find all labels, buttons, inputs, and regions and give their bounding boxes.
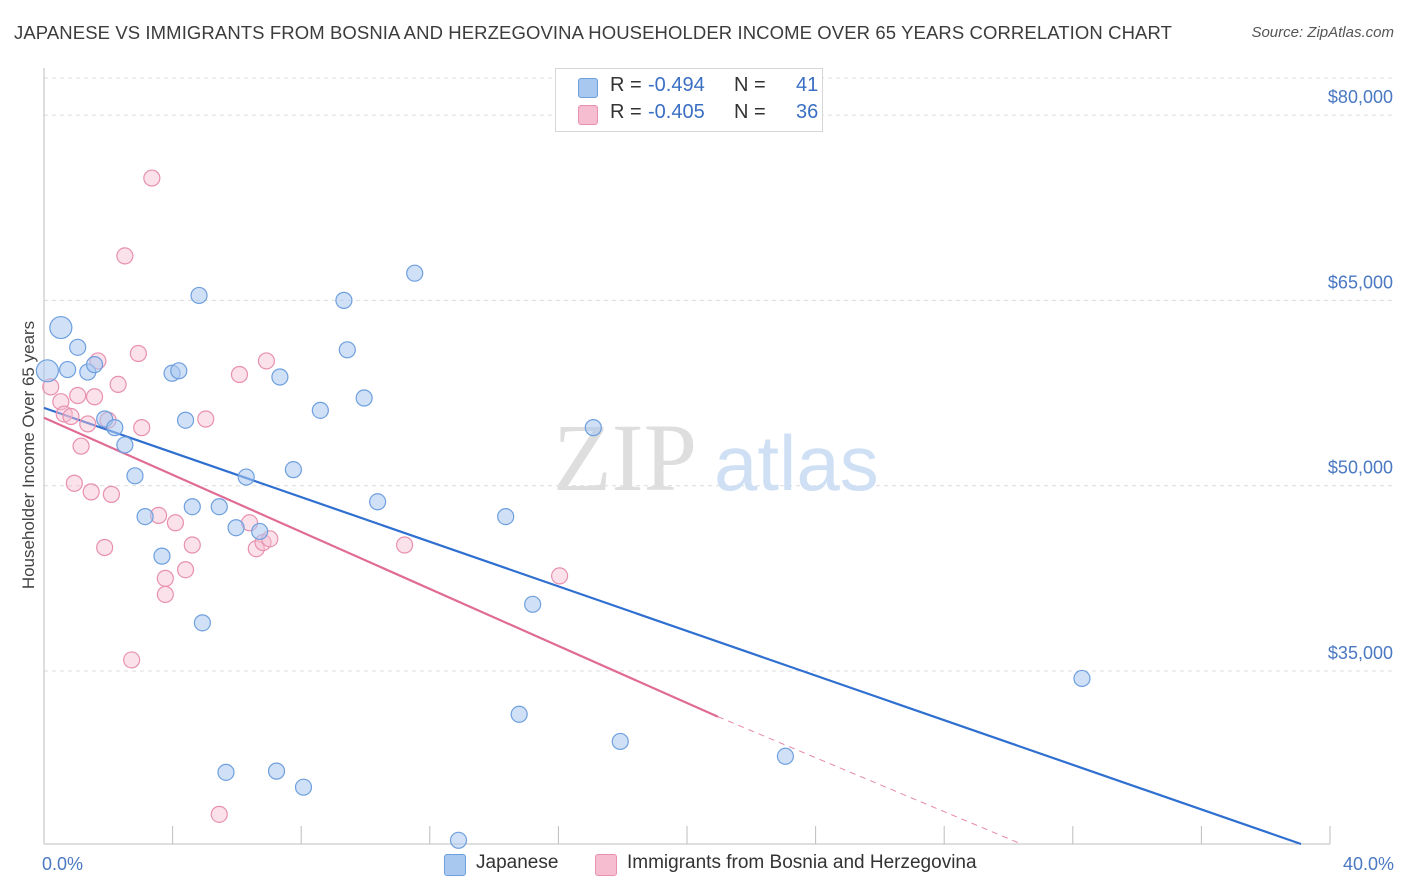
point-japanese xyxy=(69,338,87,356)
point-japanese xyxy=(106,419,124,437)
point-bosnia xyxy=(85,388,104,406)
point-bosnia xyxy=(62,407,80,426)
trend-line-bosnia-extension xyxy=(717,716,1022,845)
point-japanese xyxy=(1073,669,1091,688)
watermark-zip: ZIP xyxy=(553,404,697,511)
point-japanese xyxy=(227,519,245,537)
point-japanese xyxy=(210,498,228,516)
data-points xyxy=(35,169,1091,849)
x-tick-label: 0.0% xyxy=(42,854,83,874)
point-bosnia xyxy=(69,386,87,405)
point-japanese xyxy=(183,498,201,516)
point-japanese xyxy=(58,360,77,379)
point-bosnia xyxy=(210,805,228,823)
y-tick-label: $50,000 xyxy=(1328,458,1393,478)
bottom-legend-label-bosnia: Immigrants from Bosnia and Herzegovina xyxy=(627,852,977,873)
point-japanese xyxy=(85,356,104,374)
point-bosnia xyxy=(82,483,100,501)
point-japanese xyxy=(153,547,171,565)
point-japanese xyxy=(355,389,373,407)
point-japanese xyxy=(284,461,302,479)
point-japanese xyxy=(35,359,59,383)
point-bosnia xyxy=(109,375,127,393)
point-bosnia xyxy=(551,567,569,585)
point-japanese xyxy=(497,507,515,526)
point-japanese xyxy=(510,705,528,723)
legend-r-value: -0.405 xyxy=(648,101,705,123)
point-japanese xyxy=(136,507,154,526)
legend-r-label: R = xyxy=(610,101,642,123)
point-japanese xyxy=(116,436,134,454)
point-bosnia xyxy=(123,651,141,669)
point-bosnia xyxy=(96,538,114,557)
y-tick-label: $65,000 xyxy=(1328,272,1393,292)
correlation-legend: R = -0.494 N = 41 R = -0.405 N = 36 xyxy=(555,68,823,132)
legend-swatch-japanese xyxy=(578,78,598,98)
point-japanese xyxy=(335,291,353,309)
point-japanese xyxy=(524,595,542,613)
x-tick-label: 40.0% xyxy=(1343,854,1394,874)
point-bosnia xyxy=(72,437,90,455)
legend-n-value: 41 xyxy=(796,74,819,96)
chart-title: JAPANESE VS IMMIGRANTS FROM BOSNIA AND H… xyxy=(14,22,1173,43)
point-japanese xyxy=(193,614,211,632)
point-japanese xyxy=(126,467,144,485)
point-bosnia xyxy=(247,540,265,558)
point-japanese xyxy=(449,831,468,849)
legend-n-label: N = xyxy=(734,101,766,123)
point-bosnia xyxy=(197,410,215,428)
point-japanese xyxy=(170,362,188,380)
point-bosnia xyxy=(65,474,83,492)
bottom-legend-swatch-japanese xyxy=(444,854,466,876)
trend-line-bosnia xyxy=(43,416,719,718)
point-bosnia xyxy=(156,569,174,587)
axes xyxy=(43,68,1331,845)
point-japanese xyxy=(406,264,424,282)
point-japanese xyxy=(217,763,235,781)
point-japanese xyxy=(584,419,602,437)
point-bosnia xyxy=(156,585,174,604)
watermark: ZIP atlas xyxy=(553,404,879,511)
legend-n-value: 36 xyxy=(796,101,819,123)
point-bosnia xyxy=(143,169,161,187)
point-japanese xyxy=(237,468,255,486)
point-japanese xyxy=(611,732,629,751)
point-japanese xyxy=(776,747,795,765)
point-bosnia xyxy=(230,365,249,384)
point-bosnia xyxy=(395,536,414,554)
bottom-legend-label-japanese: Japanese xyxy=(476,852,559,873)
point-japanese xyxy=(271,368,289,386)
legend-r-value: -0.494 xyxy=(648,74,705,96)
point-bosnia xyxy=(79,415,97,433)
point-japanese xyxy=(190,286,208,305)
axis-labels: $35,000 $50,000 $65,000 $80,000 0.0% 40.0% Hou… xyxy=(19,87,1394,874)
point-japanese xyxy=(311,401,329,419)
point-bosnia xyxy=(116,247,134,265)
legend-n-label: N = xyxy=(734,74,766,96)
point-japanese xyxy=(294,778,313,796)
point-bosnia xyxy=(257,352,276,370)
point-bosnia xyxy=(55,405,73,423)
point-bosnia xyxy=(129,344,147,363)
point-japanese xyxy=(267,762,286,780)
point-bosnia xyxy=(102,485,121,503)
source-credit: Source: ZipAtlas.com xyxy=(1251,24,1394,41)
watermark-atlas: atlas xyxy=(714,419,879,507)
y-tick-label: $35,000 xyxy=(1328,643,1393,663)
point-bosnia xyxy=(183,536,201,554)
y-tick-label: $80,000 xyxy=(1328,87,1393,107)
point-japanese xyxy=(49,315,73,340)
point-japanese xyxy=(369,493,387,511)
point-japanese xyxy=(338,341,356,359)
y-axis-title: Householder Income Over 65 years xyxy=(19,321,38,589)
point-bosnia xyxy=(176,561,195,579)
bottom-legend-swatch-bosnia xyxy=(595,854,617,876)
point-bosnia xyxy=(166,514,185,532)
legend-swatch-bosnia xyxy=(578,105,598,125)
legend-r-label: R = xyxy=(610,74,642,96)
point-bosnia xyxy=(133,419,151,437)
point-japanese xyxy=(176,411,195,429)
point-japanese xyxy=(251,522,269,541)
